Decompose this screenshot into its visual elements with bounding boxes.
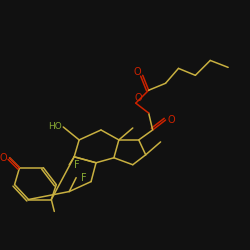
Text: O: O xyxy=(135,93,142,103)
Text: HO: HO xyxy=(48,122,62,132)
Text: O: O xyxy=(0,153,8,163)
Text: F: F xyxy=(74,160,80,170)
Text: O: O xyxy=(168,115,175,125)
Text: F: F xyxy=(81,173,87,183)
Text: O: O xyxy=(134,67,141,77)
